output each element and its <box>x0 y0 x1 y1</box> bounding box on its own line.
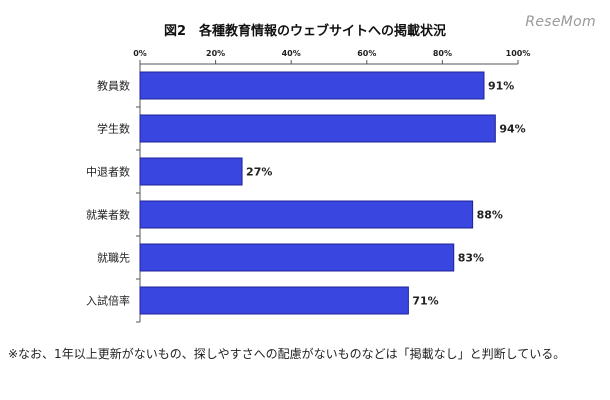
bar <box>139 243 455 272</box>
x-tick-label: 60% <box>357 49 376 58</box>
x-tick-label: 20% <box>206 49 225 58</box>
bar <box>139 114 496 143</box>
value-label: 91% <box>488 80 514 93</box>
chart-title: 図2 各種教育情報のウェブサイトへの掲載状況 <box>163 24 447 39</box>
bar <box>139 157 243 186</box>
footnote: ※なお、1年以上更新がないもの、探しやすさへの配慮がないものなどは「掲載なし」と… <box>8 347 566 361</box>
category-label: 就職先 <box>97 251 130 265</box>
category-label: 中退者数 <box>86 166 130 179</box>
value-label: 83% <box>458 252 484 265</box>
value-label: 94% <box>499 123 525 136</box>
value-label: 88% <box>477 209 503 222</box>
value-label: 71% <box>412 295 438 308</box>
x-tick-label: 0% <box>133 49 147 58</box>
bar-chart: 0% 20% 40% 60% 80% 100%教員数学生数中退者数就業者数就職先入試倍率 … <box>86 49 531 323</box>
category-label: 学生数 <box>97 122 130 136</box>
x-tick-label: 40% <box>282 49 301 58</box>
bar <box>139 286 409 315</box>
bar <box>139 71 485 100</box>
resemom-logo: ReseMom <box>525 14 596 30</box>
category-label: 入試倍率 <box>86 294 130 308</box>
category-label: 就業者数 <box>86 208 130 222</box>
category-label: 教員数 <box>97 80 130 93</box>
value-label: 27% <box>246 166 272 179</box>
x-tick-label: 100% <box>506 49 531 58</box>
x-tick-label: 80% <box>433 49 452 58</box>
bar <box>139 200 474 229</box>
